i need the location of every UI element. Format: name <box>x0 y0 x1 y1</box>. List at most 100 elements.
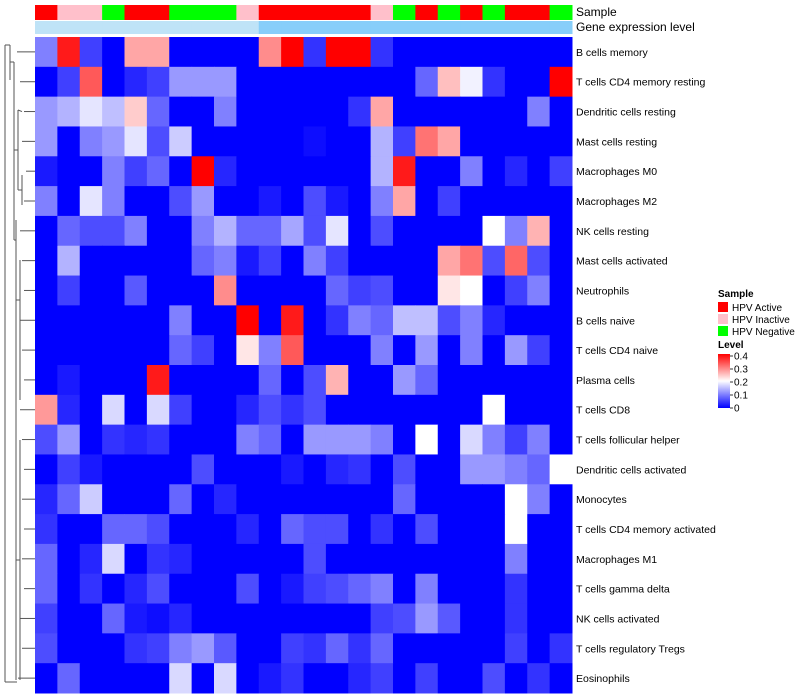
heatmap-cell <box>504 66 528 98</box>
heatmap-cell <box>370 37 394 68</box>
heatmap-cell <box>325 275 349 306</box>
heatmap-cell <box>348 424 372 455</box>
heatmap-cell <box>102 514 125 545</box>
heatmap-cell <box>348 96 372 127</box>
legend-level-colorbar <box>718 354 730 408</box>
heatmap-cell <box>281 37 304 68</box>
row-label: B cells memory <box>576 47 649 59</box>
heatmap-cell <box>460 335 483 366</box>
heatmap-cell <box>370 394 394 426</box>
heatmap-cell <box>393 305 416 336</box>
heatmap-cell <box>191 603 215 634</box>
row-dendrogram <box>4 44 35 683</box>
heatmap-cell <box>527 126 551 157</box>
heatmap-cell <box>57 96 81 127</box>
heatmap-cell <box>102 365 125 396</box>
heatmap-cell <box>35 215 58 247</box>
heatmap-cell <box>370 573 394 605</box>
heatmap-cell <box>258 66 282 98</box>
heatmap-cell <box>281 305 304 336</box>
heatmap-cell <box>504 365 528 396</box>
heatmap-cell <box>236 275 260 306</box>
heatmap-cell <box>527 573 551 605</box>
gene-expression-annotation-cell <box>325 21 349 34</box>
sample-annotation-cell <box>527 5 551 20</box>
heatmap-cell <box>393 275 416 306</box>
heatmap-cell <box>437 245 461 277</box>
heatmap-cell <box>348 514 372 545</box>
heatmap-cell <box>370 245 394 277</box>
row-label: T cells CD4 memory activated <box>576 524 716 536</box>
heatmap-cell <box>79 335 103 366</box>
heatmap-cell <box>191 275 215 306</box>
heatmap-cell <box>281 454 304 485</box>
heatmap-cell <box>236 245 260 277</box>
heatmap-cell <box>124 573 148 605</box>
heatmap-cell <box>214 305 237 336</box>
heatmap-cell <box>437 305 461 336</box>
heatmap-cell <box>124 365 148 396</box>
sample-annotation-cell <box>214 5 237 20</box>
row-label: Macrophages M0 <box>576 166 657 178</box>
heatmap-cell <box>325 335 349 366</box>
heatmap-cell <box>146 156 170 187</box>
heatmap-cell <box>102 603 125 634</box>
heatmap-cell <box>325 96 349 127</box>
heatmap-cell <box>303 454 327 485</box>
heatmap-cell <box>169 305 193 336</box>
legend-sample-label: HPV Negative <box>732 327 795 338</box>
legend-level-tick-label: 0 <box>734 404 740 415</box>
heatmap-cell <box>191 335 215 366</box>
heatmap-cell <box>348 543 372 575</box>
heatmap-cell <box>79 186 103 217</box>
heatmap-cell <box>79 424 103 455</box>
heatmap-cell <box>281 543 304 575</box>
heatmap-cell <box>460 275 483 306</box>
heatmap-cell <box>482 66 506 98</box>
sample-annotation-cell <box>169 5 193 20</box>
heatmap-cell <box>549 305 573 336</box>
heatmap-cell <box>527 215 551 247</box>
heatmap-cell <box>325 126 349 157</box>
heatmap-cell <box>482 96 506 127</box>
heatmap-cell <box>370 275 394 306</box>
heatmap-cell <box>549 335 573 366</box>
sample-annotation-cell <box>370 5 394 20</box>
gene-expression-annotation-cell <box>437 21 461 34</box>
sample-annotation-cell <box>102 5 125 20</box>
heatmap-cell <box>303 633 327 664</box>
heatmap-cell <box>549 424 573 455</box>
heatmap-cell <box>281 335 304 366</box>
heatmap-cell <box>124 454 148 485</box>
heatmap-cell <box>124 96 148 127</box>
heatmap-cell <box>460 543 483 575</box>
heatmap-cell <box>281 603 304 634</box>
heatmap-cell <box>124 37 148 68</box>
heatmap-cell <box>169 37 193 68</box>
sample-annotation-cell <box>393 5 416 20</box>
heatmap-cell <box>258 633 282 664</box>
sample-annotation-cell <box>236 5 260 20</box>
heatmap-cell <box>370 484 394 515</box>
heatmap-cell <box>35 484 58 515</box>
heatmap-cell <box>415 126 439 157</box>
heatmap-cell <box>460 66 483 98</box>
heatmap-cell <box>348 66 372 98</box>
heatmap-cell <box>527 633 551 664</box>
heatmap-cell <box>102 454 125 485</box>
sample-annotation-cell <box>124 5 148 20</box>
heatmap-cell <box>549 633 573 664</box>
heatmap-cell <box>57 603 81 634</box>
heatmap-cell <box>191 305 215 336</box>
heatmap-cell <box>169 186 193 217</box>
heatmap-cell <box>527 156 551 187</box>
heatmap-cell <box>236 394 260 426</box>
heatmap-cell <box>482 156 506 187</box>
heatmap-cell <box>191 424 215 455</box>
heatmap-cell <box>214 454 237 485</box>
heatmap-cell <box>437 156 461 187</box>
heatmap-cell <box>124 394 148 426</box>
heatmap-cell <box>393 394 416 426</box>
heatmap-cell <box>102 484 125 515</box>
